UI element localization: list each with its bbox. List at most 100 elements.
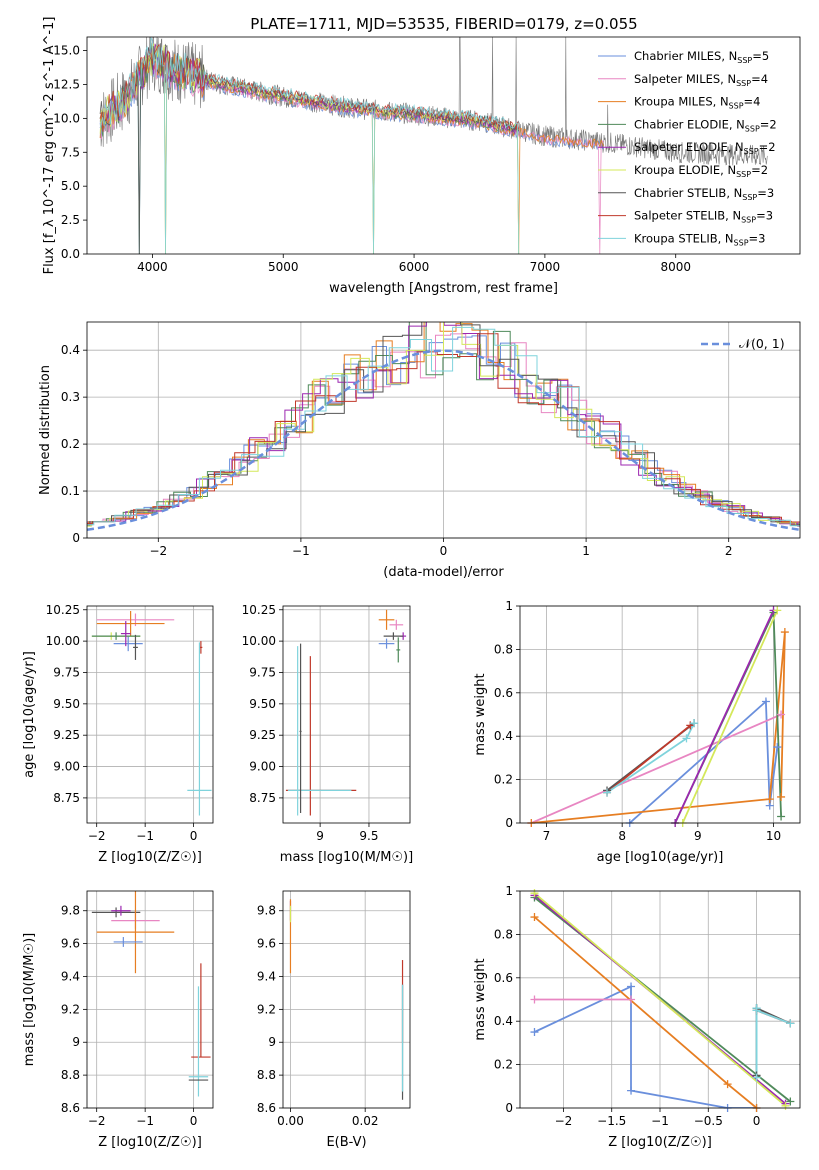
x-tick-label: 6000 [399,260,430,274]
y-tick-label: 0.4 [61,343,80,357]
x-tick-label: −2 [149,544,167,558]
weight-marker [530,1028,539,1037]
panel-spectrum: 4000 5000 6000 7000 8000 0.0 2.5 5.0 7.5 10.0 12.5… [42,17,801,296]
weight-marker [530,995,539,1004]
weight-marker [780,628,789,637]
residual-histogram [87,322,800,526]
model-spectrum-line [99,43,520,132]
weight-line [629,699,779,823]
x-axis-label: Z [log10(Z/Z☉)] [98,850,202,865]
y-tick-label: 0.8 [494,927,513,941]
y-tick-label: 0 [505,1101,513,1115]
plot-area-mass-vs-EBV [289,899,404,1100]
x-tick-label: −1 [136,829,154,843]
residual-histogram [87,322,800,526]
y-tick-label: 9.50 [53,697,80,711]
weight-line [606,724,691,794]
weight-marker [777,710,786,719]
legend-entry: Chabrier STELIB, NSSP=3 [634,186,774,202]
y-tick-label: 8.6 [257,1101,276,1115]
y-tick-label: 2.5 [61,213,80,227]
y-tick-label: 10.0 [53,111,80,125]
axes-frame [282,605,411,824]
y-tick-label: 10.25 [46,603,80,617]
weight-marker [530,889,539,898]
residual-histogram [87,322,800,527]
weight-line [674,609,775,823]
y-tick-label: 8.8 [257,1068,276,1082]
weight-marker [690,719,699,728]
weight-marker [773,743,782,752]
x-tick-label: −2 [88,1114,106,1128]
panel-age-vs-Z: −2 −1 0 8.75 9.00 9.25 9.50 9.75 10.00 10.25 Z [lo… [22,603,214,865]
axes-frame [86,890,214,1109]
legend-entry: Kroupa ELODIE, NSSP=2 [634,163,768,179]
x-tick-label: −0.5 [694,1114,723,1128]
weight-marker [765,795,774,804]
legend-entry: 𝒩(0, 1) [739,336,785,351]
x-tick-label: 9 [694,829,702,843]
plot-area-mass-vs-Z [91,891,211,1097]
y-tick-label: 9 [72,1035,80,1049]
x-tick-label: 9 [316,829,324,843]
y-tick-label: 1 [505,884,513,898]
panel-weight-vs-Z: −2 −1.5 −1 −0.5 0 0 0.2 0.4 0.6 0.8 1 Z [log10(Z/Z☉… [473,884,801,1150]
axes-frame [519,890,801,1109]
x-axis-label: (data-model)/error [383,565,504,580]
weight-marker [752,1006,761,1015]
plot-area-residuals [87,322,800,532]
weight-marker [786,1097,795,1106]
weight-line [755,1008,791,1078]
legend-entry: Salpeter STELIB, NSSP=3 [634,209,773,225]
y-tick-label: 0 [505,816,513,830]
y-tick-label: 8.6 [61,1101,80,1115]
y-tick-label: 9.8 [257,904,276,918]
weight-marker [777,792,786,801]
residual-histogram [87,322,800,527]
y-tick-label: 0.6 [494,686,513,700]
y-tick-label: 10.00 [242,634,276,648]
axes-frame [86,321,801,539]
spectrum-legend: Chabrier MILES, NSSP=5 Salpeter MILES, NS… [598,49,777,247]
axes-frame [86,36,801,255]
weight-line [531,713,782,823]
y-tick-label: 9.50 [249,697,276,711]
y-tick-label: 0.3 [61,390,80,404]
y-tick-label: 0.0 [61,247,80,261]
x-tick-label: 10 [766,829,781,843]
weight-marker [603,788,612,797]
weight-line [533,916,758,1108]
y-tick-label: 9.6 [257,937,276,951]
weight-marker [781,1101,790,1110]
y-tick-label: 9.75 [249,665,276,679]
y-tick-label: 7.5 [61,145,80,159]
x-axis-label: age [log10(age/yr)] [597,850,724,865]
weight-marker [682,734,691,743]
legend-entry: Salpeter MILES, NSSP=4 [634,72,768,88]
weight-marker [627,1086,636,1095]
x-tick-label: 0 [190,1114,198,1128]
y-tick-label: 0.4 [494,1014,513,1028]
x-tick-label: 2 [725,544,733,558]
y-tick-label: 10.25 [242,603,276,617]
weight-line [681,609,779,823]
x-tick-label: 0.00 [277,1114,304,1128]
y-tick-label: 9.75 [53,665,80,679]
axes-frame [86,605,214,824]
plots-layer: 4000 5000 6000 7000 80000.02.55.07.510.012.5… [22,17,801,1150]
x-tick-label: 4000 [137,260,168,274]
plot-area-weight-vs-Z [533,892,791,1108]
weight-marker [723,1080,732,1089]
y-tick-label: 9.25 [53,728,80,742]
weight-marker [627,995,636,1004]
weight-marker [773,606,782,615]
y-tick-label: 0.4 [494,729,513,743]
legend-entry: Kroupa STELIB, NSSP=3 [634,231,765,247]
x-tick-label: 8000 [660,260,691,274]
x-tick-label: 0.02 [352,1114,379,1128]
axes-frame [282,890,411,1109]
y-tick-label: 0.1 [61,484,80,498]
y-axis-label: mass [log10(M/M☉)] [22,933,37,1066]
y-tick-label: 0.2 [61,437,80,451]
weight-marker [777,812,786,821]
